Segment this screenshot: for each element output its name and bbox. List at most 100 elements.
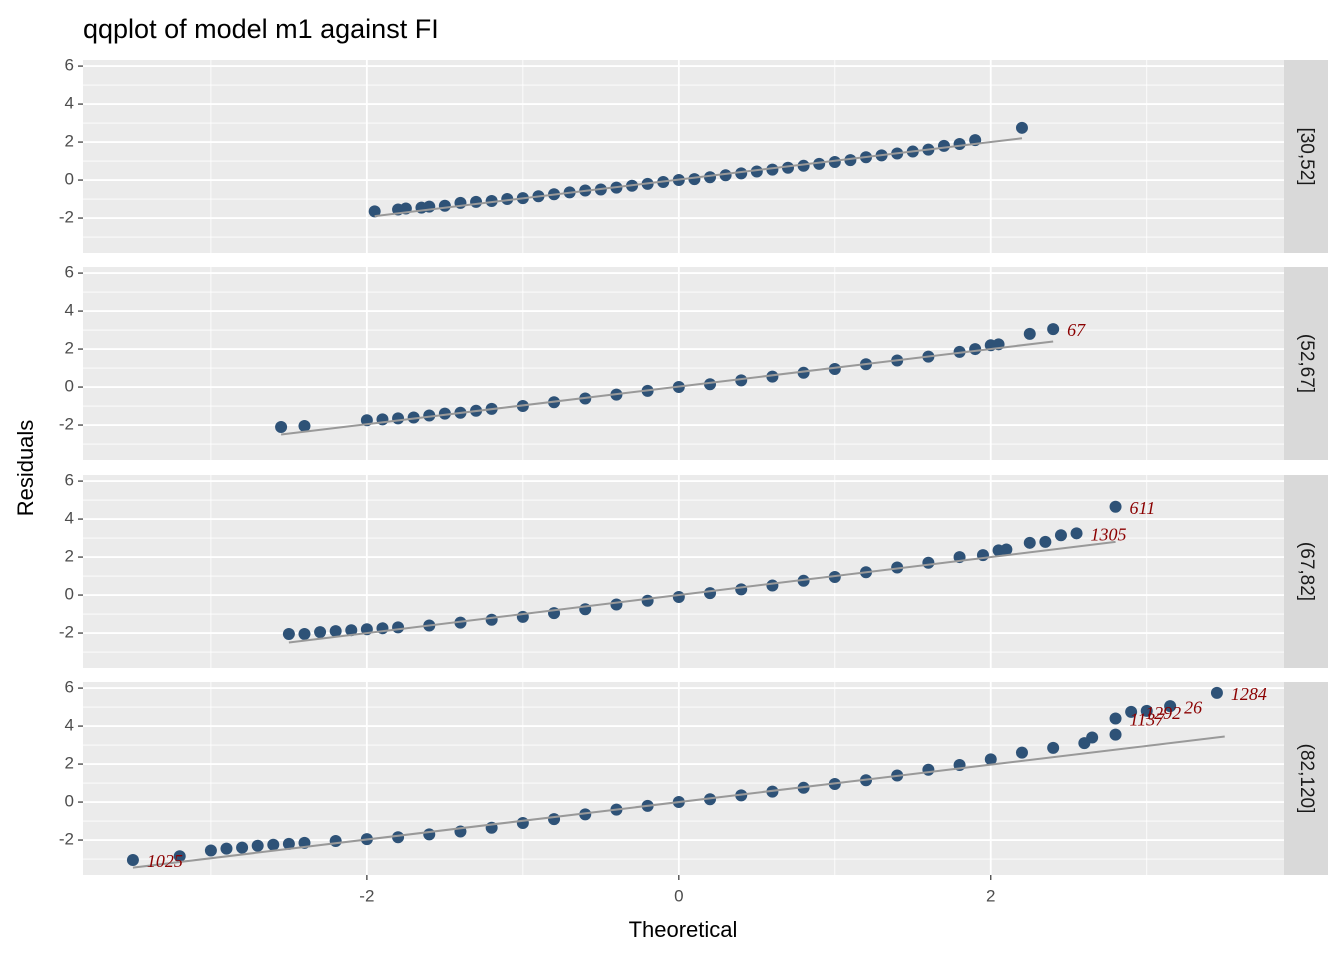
- reference-line: [374, 137, 1023, 218]
- y-tick-label: 4: [65, 301, 74, 320]
- data-point: [1109, 728, 1122, 741]
- point-label: 611: [1130, 498, 1156, 518]
- data-point: [641, 594, 654, 607]
- y-tick-label: 4: [65, 94, 74, 113]
- data-point: [470, 195, 483, 208]
- data-point: [735, 167, 748, 180]
- data-point: [937, 139, 950, 152]
- facet-strip: [1284, 682, 1328, 875]
- facet-strip: [1284, 267, 1328, 460]
- data-point: [485, 613, 498, 626]
- reference-line: [288, 540, 1116, 644]
- y-tick-label: 4: [65, 716, 74, 735]
- data-point: [828, 363, 841, 376]
- y-tick-label: 2: [65, 132, 74, 151]
- data-point: [392, 412, 405, 425]
- chart-title: qqplot of model m1 against FI: [83, 14, 439, 44]
- data-point: [1109, 500, 1122, 513]
- data-point: [1070, 527, 1083, 540]
- data-point: [1125, 705, 1138, 718]
- data-point: [766, 370, 779, 383]
- data-point: [314, 626, 327, 639]
- y-tick-label: 6: [65, 263, 74, 282]
- point-label: 1305: [1091, 524, 1127, 544]
- data-point: [423, 409, 436, 422]
- data-point: [750, 165, 763, 178]
- data-point: [282, 837, 295, 850]
- y-tick-label: 0: [65, 585, 74, 604]
- y-tick-label: -2: [59, 415, 74, 434]
- data-point: [797, 366, 810, 379]
- data-point: [735, 374, 748, 387]
- data-point: [610, 598, 623, 611]
- x-tick-label: 0: [674, 886, 683, 905]
- point-label: 67: [1067, 320, 1086, 340]
- x-axis-label: Theoretical: [629, 917, 738, 942]
- data-point: [126, 853, 139, 866]
- facet-strip-label: (67,82]: [1296, 542, 1317, 601]
- panel-background: [83, 60, 1284, 253]
- data-point: [298, 627, 311, 640]
- data-point: [1047, 323, 1060, 336]
- y-tick-label: 6: [65, 678, 74, 697]
- data-point: [329, 625, 342, 638]
- data-point: [735, 583, 748, 596]
- data-point: [1015, 121, 1028, 134]
- data-point: [1047, 741, 1060, 754]
- x-tick-label: -2: [359, 886, 374, 905]
- data-point: [251, 839, 264, 852]
- data-point: [719, 169, 732, 182]
- data-point: [282, 627, 295, 640]
- data-point: [423, 828, 436, 841]
- y-tick-label: 6: [65, 471, 74, 490]
- data-point: [782, 161, 795, 174]
- data-point: [969, 343, 982, 356]
- x-tick-label: 2: [986, 886, 995, 905]
- panel-background: [83, 475, 1284, 668]
- data-point: [1054, 529, 1067, 542]
- data-point: [704, 587, 717, 600]
- data-point: [407, 411, 420, 424]
- data-point: [298, 419, 311, 432]
- data-point: [392, 831, 405, 844]
- data-point: [1210, 686, 1223, 699]
- facet-strip: [1284, 475, 1328, 668]
- data-point: [704, 378, 717, 391]
- data-point: [485, 194, 498, 207]
- facet-strip-label: (82,120]: [1296, 744, 1317, 814]
- y-tick-label: 6: [65, 56, 74, 75]
- data-point: [501, 193, 514, 206]
- data-point: [516, 816, 529, 829]
- data-point: [1164, 700, 1177, 713]
- data-point: [267, 838, 280, 851]
- data-point: [236, 841, 249, 854]
- data-point: [1086, 731, 1099, 744]
- data-point: [392, 621, 405, 634]
- data-point: [220, 842, 233, 855]
- data-point: [438, 199, 451, 212]
- data-point: [922, 556, 935, 569]
- y-tick-label: 2: [65, 547, 74, 566]
- y-tick-label: 2: [65, 754, 74, 773]
- point-label: 1284: [1231, 684, 1267, 704]
- y-tick-label: 0: [65, 792, 74, 811]
- data-point: [1140, 704, 1153, 717]
- data-point: [828, 156, 841, 169]
- y-tick-label: -2: [59, 623, 74, 642]
- data-point: [766, 579, 779, 592]
- y-tick-label: -2: [59, 830, 74, 849]
- data-point: [345, 624, 358, 637]
- data-point: [579, 808, 592, 821]
- reference-line: [132, 735, 1225, 869]
- data-point: [766, 163, 779, 176]
- facet-strip-label: (52,67]: [1296, 334, 1317, 393]
- facet-strip: [1284, 60, 1328, 253]
- data-point: [1000, 543, 1013, 556]
- data-point: [1039, 535, 1052, 548]
- data-point: [173, 850, 186, 863]
- data-point: [1023, 327, 1036, 340]
- data-point: [1023, 536, 1036, 549]
- y-tick-label: 2: [65, 339, 74, 358]
- data-point: [204, 844, 217, 857]
